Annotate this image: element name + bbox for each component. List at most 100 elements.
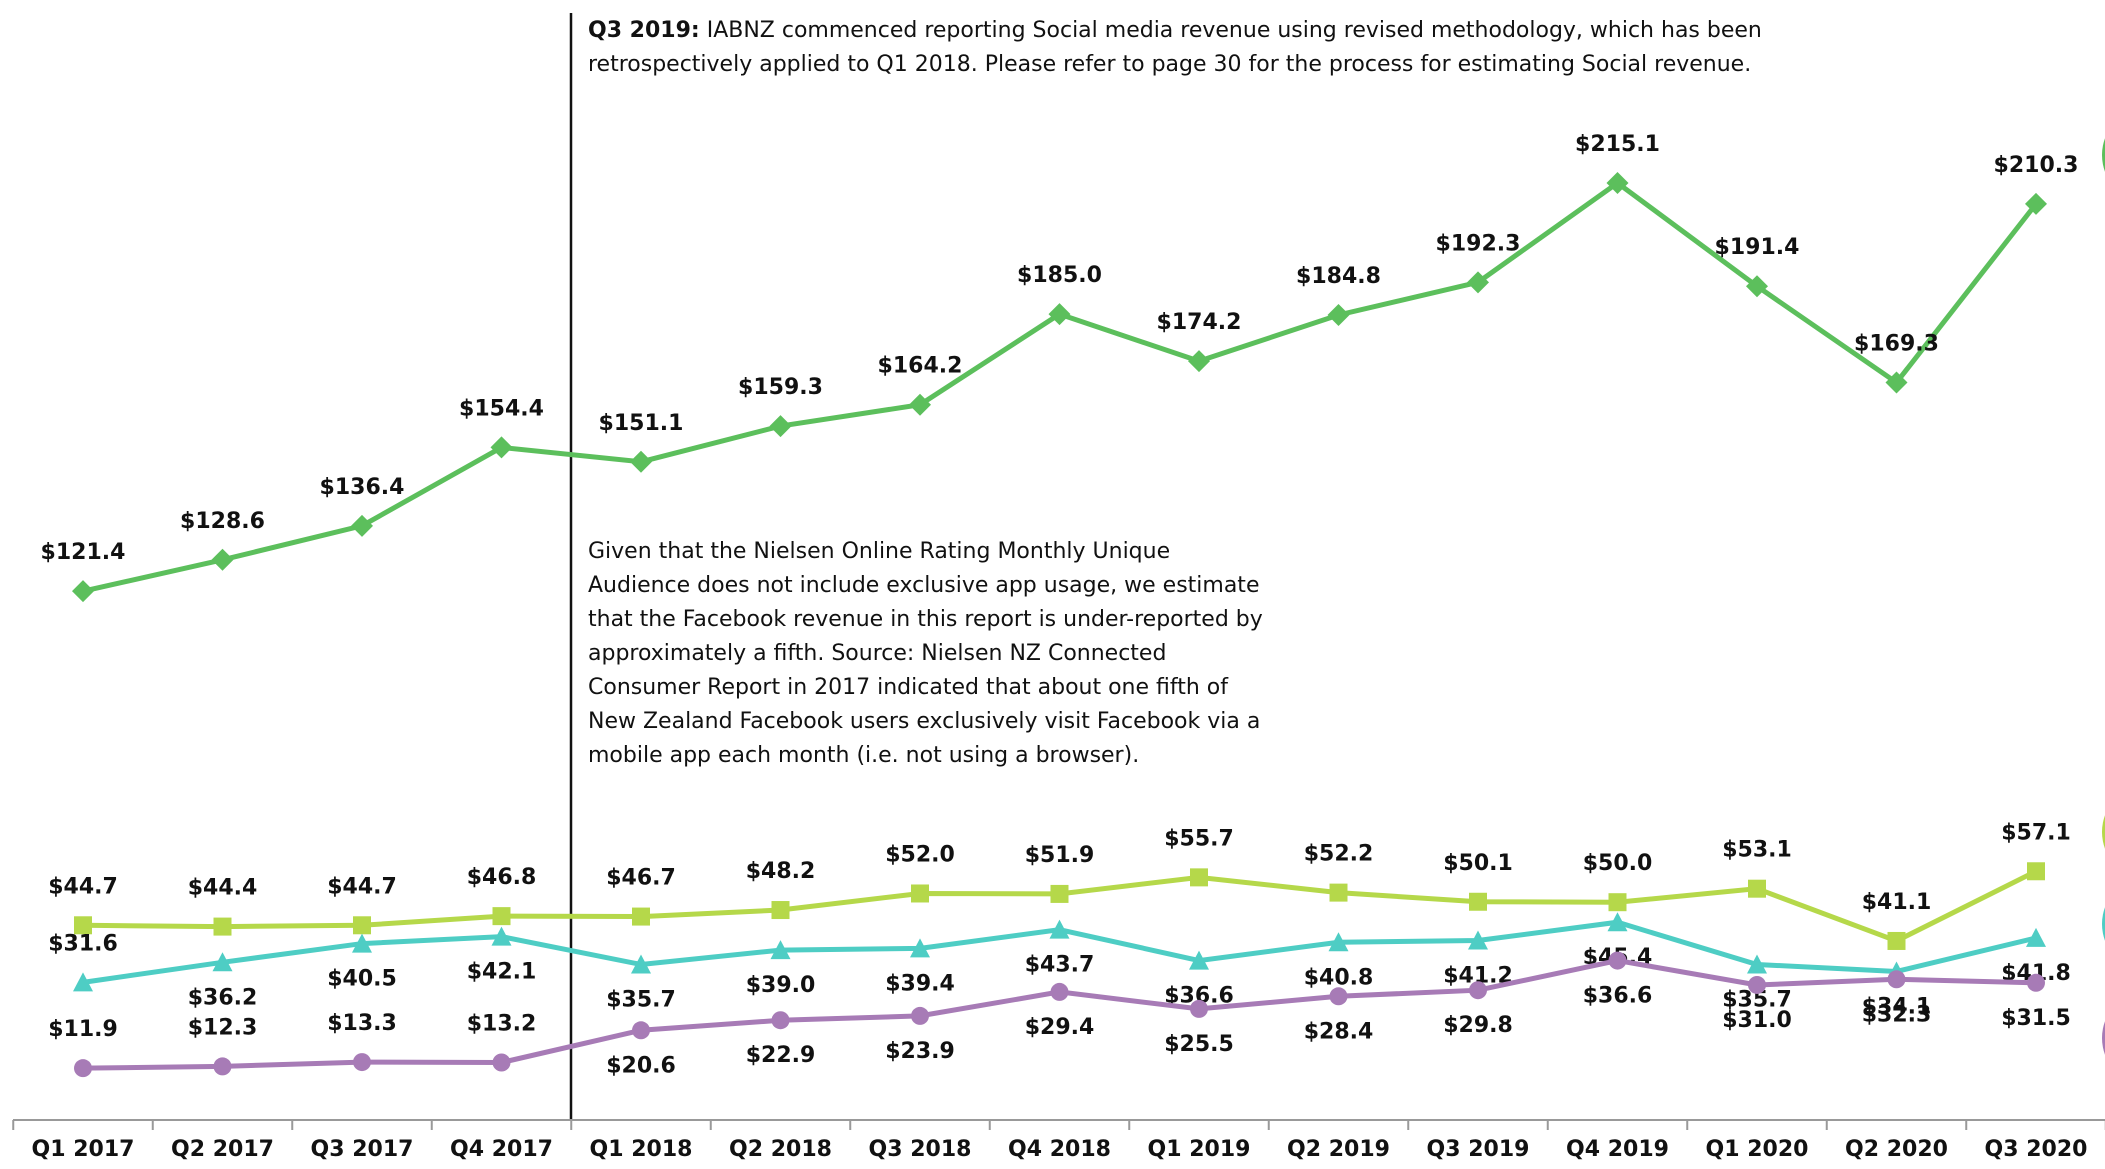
data-label: $48.2: [746, 859, 816, 884]
data-label: $128.6: [180, 509, 265, 534]
x-tick-label: Q3 2019: [1427, 1137, 1530, 1162]
marker: [213, 1057, 232, 1076]
marker: [631, 954, 651, 974]
marker: [353, 916, 371, 935]
marker: [492, 907, 511, 926]
data-label: $13.2: [467, 1011, 537, 1036]
marker: [1748, 879, 1766, 898]
data-label: $32.3: [1862, 1002, 1932, 1027]
data-label: $50.1: [1443, 851, 1513, 876]
data-label: $46.8: [467, 865, 537, 890]
x-tick-label: Q2 2017: [171, 1137, 274, 1162]
marker: [74, 1059, 92, 1078]
data-label: $13.3: [327, 1011, 397, 1036]
marker: [1747, 954, 1767, 974]
data-label: $23.9: [885, 1039, 955, 1064]
data-label: $159.3: [738, 375, 823, 400]
data-label: $151.1: [599, 411, 684, 436]
data-label: $174.2: [1157, 310, 1242, 335]
marker: [1328, 932, 1349, 952]
marker: [1608, 893, 1627, 912]
data-label: $215.1: [1575, 132, 1660, 157]
marker: [353, 1053, 371, 1072]
marker: [1188, 350, 1210, 373]
data-label: $31.0: [1722, 1008, 1792, 1033]
data-label: $20.6: [606, 1053, 676, 1078]
data-label: $31.5: [2001, 1006, 2071, 1031]
x-tick-label: Q1 2020: [1706, 1137, 1809, 1162]
data-label: $55.7: [1164, 826, 1234, 851]
marker: [771, 901, 790, 920]
data-label: $52.0: [885, 842, 955, 867]
marker: [1050, 884, 1069, 903]
annotation: Given that the Nielsen Online Rating Mon…: [588, 539, 1263, 768]
marker: [492, 1053, 511, 1072]
data-label: $39.0: [746, 973, 816, 998]
x-tick-label: Q1 2018: [590, 1137, 693, 1162]
marker: [1887, 970, 1906, 989]
marker: [1469, 892, 1487, 911]
marker: [1469, 981, 1487, 1000]
marker: [630, 450, 652, 473]
data-label: $12.3: [188, 1015, 258, 1040]
x-tick-label: Q2 2019: [1287, 1137, 1390, 1162]
marker: [352, 933, 372, 953]
data-label: $35.7: [606, 987, 676, 1012]
marker: [1607, 912, 1628, 932]
legend-icon: [2102, 907, 2105, 941]
data-label: $50.0: [1583, 851, 1653, 876]
data-label: $192.3: [1436, 231, 1521, 256]
legend-icon: [2102, 1021, 2105, 1055]
data-label: $22.9: [746, 1043, 816, 1068]
data-label: $11.9: [48, 1017, 118, 1042]
marker: [1329, 987, 1348, 1006]
marker: [632, 907, 650, 926]
data-label: $25.5: [1164, 1032, 1234, 1057]
annotation-label: Q3 2019:: [588, 18, 700, 43]
marker: [769, 415, 792, 438]
marker: [1329, 883, 1348, 902]
marker: [770, 940, 791, 960]
marker: [1608, 951, 1627, 970]
marker: [1190, 868, 1208, 887]
legend-icon: [2102, 815, 2105, 849]
data-label: $154.4: [459, 396, 544, 421]
data-label: $53.1: [1722, 838, 1792, 863]
marker: [1049, 919, 1070, 939]
data-label: $36.2: [188, 985, 258, 1010]
data-label: $43.7: [1025, 953, 1095, 978]
x-tick-label: Q2 2020: [1845, 1137, 1948, 1162]
data-label: $40.5: [327, 967, 397, 992]
x-tick-label: Q4 2019: [1566, 1137, 1669, 1162]
data-label: $39.4: [885, 971, 955, 996]
data-label: $57.1: [2001, 820, 2071, 845]
data-label: $121.4: [41, 540, 126, 565]
marker: [1050, 982, 1069, 1001]
data-label: $136.4: [320, 475, 405, 500]
legend-icon: [2102, 138, 2105, 172]
x-tick-label: Q3 2017: [311, 1137, 414, 1162]
marker: [1885, 371, 1908, 394]
x-tick-label: Q1 2019: [1148, 1137, 1251, 1162]
marker: [2027, 862, 2045, 881]
annotation: Q3 2019: IABNZ commenced reporting Socia…: [588, 14, 1818, 82]
marker: [909, 393, 931, 416]
x-tick-label: Q3 2020: [1985, 1137, 2088, 1162]
data-label: $28.4: [1304, 1019, 1374, 1044]
marker: [2026, 927, 2046, 947]
marker: [1887, 931, 1906, 950]
marker: [1190, 999, 1208, 1018]
marker: [1748, 975, 1766, 994]
marker: [213, 917, 232, 936]
data-label: $34.1: [1862, 994, 1932, 1019]
marker: [211, 548, 234, 571]
data-label: $44.4: [188, 876, 258, 901]
marker: [2027, 973, 2045, 992]
marker: [1746, 275, 1768, 298]
marker: [2025, 192, 2047, 215]
data-label: $169.3: [1854, 332, 1939, 357]
annotation-text: IABNZ commenced reporting Social media r…: [588, 18, 1762, 77]
data-label: $29.4: [1025, 1015, 1095, 1040]
